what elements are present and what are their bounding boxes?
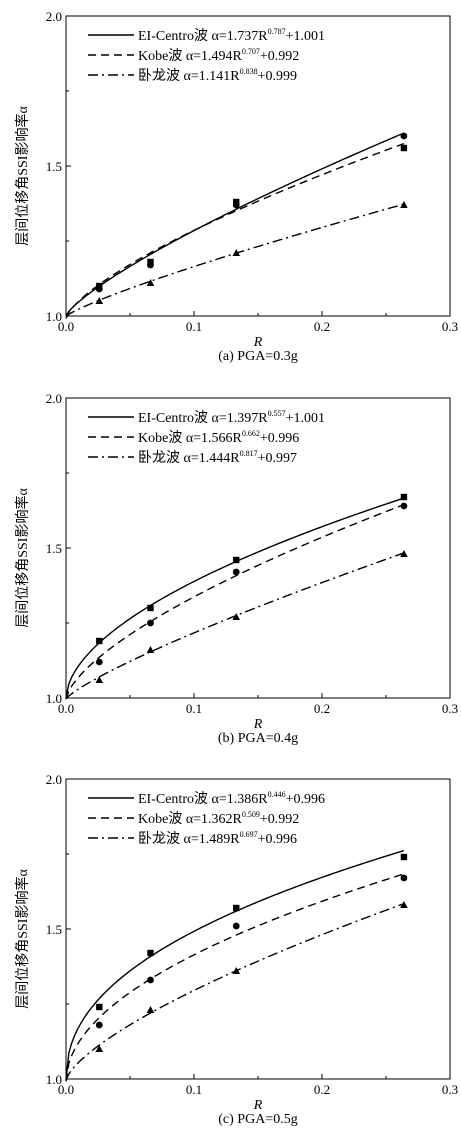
y-axis-label: 层间位移角SSI影响率α	[14, 106, 31, 246]
data-point-triangle	[400, 901, 408, 908]
data-point-triangle	[400, 201, 408, 208]
data-point-square	[400, 853, 408, 861]
panel-caption: (a) PGA=0.3g	[218, 349, 297, 364]
y-tick-label: 1.0	[46, 691, 62, 706]
fit-curve-dashdot	[65, 203, 405, 317]
x-axis-label: R	[253, 335, 263, 350]
x-tick-label: 0.1	[186, 1082, 202, 1097]
legend-label: EI-Centro波 α=1.397R0.557+1.001	[138, 409, 325, 426]
x-tick-label: 0.0	[58, 701, 74, 716]
data-point-circle	[400, 502, 408, 510]
y-tick-label: 1.5	[46, 922, 62, 937]
fit-curve-dashed	[65, 873, 405, 1082]
y-tick-label: 2.0	[46, 391, 62, 406]
data-point-circle	[147, 976, 154, 984]
x-tick-label: 0.3	[442, 1082, 458, 1097]
x-axis-label: R	[253, 717, 263, 732]
data-point-circle	[400, 132, 408, 140]
y-tick-label: 2.0	[46, 9, 62, 24]
data-point-triangle	[232, 613, 241, 620]
x-tick-label: 0.2	[314, 701, 330, 716]
data-point-square	[233, 904, 240, 912]
y-tick-label: 2.0	[46, 772, 62, 787]
x-tick-label: 0.0	[58, 1082, 74, 1097]
data-point-triangle	[95, 676, 104, 683]
data-point-square	[400, 144, 408, 152]
chart-panel-3: 0.0 0.1 0.2 0.3 1.0 1.5 2.0 R(c) PGA=0.5g 层间位移角S…	[14, 772, 458, 1127]
panel-caption: (b) PGA=0.4g	[218, 731, 298, 746]
data-point-triangle	[95, 1045, 104, 1052]
data-point-circle	[232, 922, 240, 930]
fit-curve-solid	[65, 132, 405, 317]
legend-label: EI-Centro波 α=1.386R0.446+0.996	[138, 790, 325, 807]
fit-curve-solid	[65, 849, 405, 1081]
data-point-triangle	[146, 279, 155, 286]
data-point-triangle	[146, 1006, 155, 1013]
data-point-square	[147, 949, 154, 957]
y-tick-label: 1.5	[46, 541, 62, 556]
y-axis-label: 层间位移角SSI影响率α	[14, 488, 31, 628]
panel-caption: (c) PGA=0.5g	[218, 1112, 297, 1127]
y-tick-label: 1.0	[46, 1072, 62, 1087]
x-tick-label: 0.3	[442, 319, 458, 334]
data-point-triangle	[232, 967, 241, 974]
legend-label: Kobe波 α=1.566R0.662+0.996	[138, 429, 299, 446]
x-tick-label: 0.0	[58, 319, 74, 334]
x-tick-label: 0.2	[314, 1082, 330, 1097]
y-tick-label: 1.0	[46, 309, 62, 324]
fit-curve-dashdot	[65, 902, 405, 1081]
plot-frame	[65, 778, 451, 1080]
x-axis-label: R	[253, 1098, 263, 1113]
x-tick-label: 0.1	[186, 701, 202, 716]
y-tick-label: 1.5	[46, 159, 62, 174]
chart-panel-1: 0.0 0.1 0.2 0.3 1.0 1.5 2.0 R(a) PGA=0.3g 层间位移角S…	[14, 9, 458, 364]
x-tick-label: 0.1	[186, 319, 202, 334]
data-point-circle	[147, 619, 154, 627]
data-point-circle	[95, 285, 103, 293]
data-point-square	[96, 637, 103, 645]
legend-label: 卧龙波 α=1.141R0.838+0.999	[138, 67, 297, 84]
data-point-triangle	[146, 646, 155, 653]
data-point-triangle	[232, 249, 241, 256]
data-point-circle	[147, 261, 154, 269]
fit-curve-dashed	[65, 142, 405, 319]
x-tick-label: 0.3	[442, 701, 458, 716]
legend-label: 卧龙波 α=1.489R0.697+0.996	[138, 830, 297, 847]
data-point-circle	[95, 1021, 103, 1029]
x-tick-label: 0.2	[314, 319, 330, 334]
data-point-circle	[95, 658, 103, 666]
legend-label: EI-Centro波 α=1.737R0.787+1.001	[138, 27, 325, 44]
legend-label: 卧龙波 α=1.444R0.817+0.997	[138, 449, 297, 466]
data-point-square	[400, 493, 408, 501]
data-point-square	[233, 556, 240, 564]
data-point-square	[96, 1003, 103, 1011]
data-point-triangle	[95, 297, 104, 304]
legend-label: Kobe波 α=1.494R0.707+0.992	[138, 47, 299, 64]
plot-frame	[65, 397, 451, 699]
data-point-circle	[400, 874, 408, 882]
fit-curve-solid	[65, 497, 405, 698]
legend-label: Kobe波 α=1.362R0.509+0.992	[138, 810, 299, 827]
data-point-circle	[232, 201, 240, 209]
y-axis-label: 层间位移角SSI影响率α	[14, 869, 31, 1009]
chart-panel-2: 0.0 0.1 0.2 0.3 1.0 1.5 2.0 R(b) PGA=0.4g 层间位移角S…	[14, 391, 458, 746]
data-point-triangle	[400, 550, 408, 557]
data-point-circle	[232, 568, 240, 576]
data-point-square	[147, 604, 154, 612]
fit-curve-dashed	[65, 504, 405, 700]
